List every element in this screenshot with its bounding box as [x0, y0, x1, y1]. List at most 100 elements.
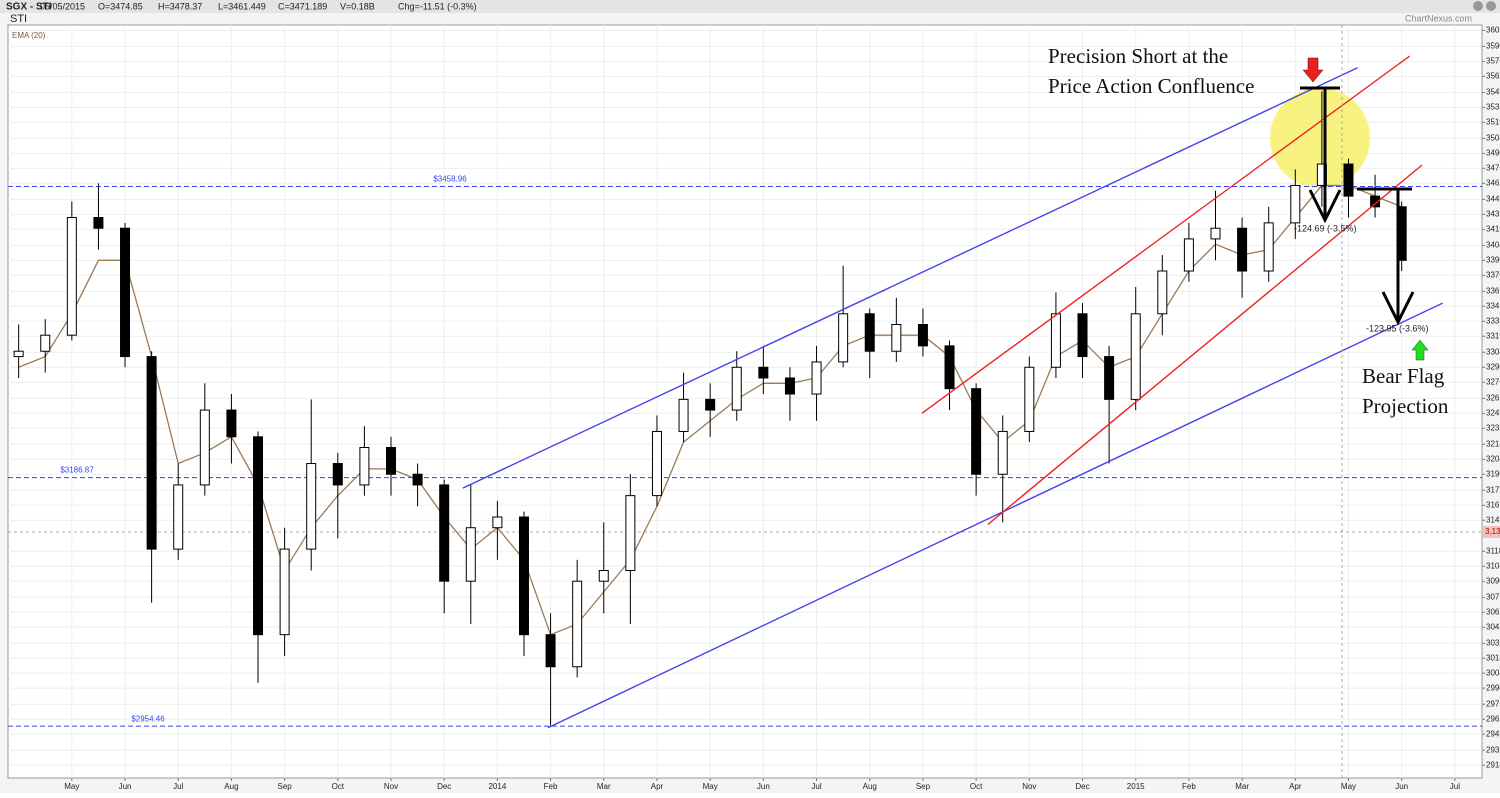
x-tick-label: May [703, 782, 718, 791]
y-tick-label: 2947 [1486, 729, 1500, 738]
y-tick-label: 3504 [1486, 133, 1500, 142]
candle-body [731, 366, 742, 411]
y-tick-label: 3276 [1486, 377, 1500, 386]
candle-body [838, 313, 849, 363]
candle-body [439, 484, 450, 582]
candle-body [518, 516, 529, 636]
header-volume: V=0.18B [340, 1, 375, 11]
arrow-head [1381, 291, 1415, 326]
grid [8, 25, 1482, 778]
x-tick-label: Nov [1022, 782, 1036, 791]
candle-body [971, 388, 982, 475]
arrow-head [1308, 189, 1342, 224]
y-tick-label: 3390 [1486, 255, 1500, 264]
highlight-circle [1270, 88, 1370, 188]
y-tick-label: 3547 [1486, 87, 1500, 96]
y-tick-label: 3118 [1486, 546, 1500, 555]
x-tick-label: Dec [1075, 782, 1089, 791]
header-close: C=3471.189 [278, 1, 327, 11]
y-tick-label: 2961 [1486, 714, 1500, 723]
y-tick-label: 3004 [1486, 668, 1500, 677]
y-tick-label: 3319 [1486, 331, 1500, 340]
y-tick-label: 3075 [1486, 592, 1500, 601]
candle-body [651, 430, 662, 497]
last-price-tag [1483, 525, 1500, 538]
candle-body [572, 580, 583, 668]
y-tick-label: 3018 [1486, 653, 1500, 662]
y-tick-label: 3047 [1486, 622, 1500, 631]
y-tick-label: 3175 [1486, 485, 1500, 494]
x-tick-label: Sep [277, 782, 292, 791]
level-label: $3186.87 [60, 466, 94, 475]
x-tick-label: Apr [651, 782, 664, 791]
candle-body [917, 323, 928, 347]
y-tick-label: 3290 [1486, 362, 1500, 371]
y-tick-label: 3490 [1486, 148, 1500, 157]
y-tick-label: 3361 [1486, 286, 1500, 295]
candle-body [199, 409, 210, 486]
x-tick-label: Apr [1289, 782, 1302, 791]
x-tick-label: 2015 [1127, 782, 1145, 791]
candle-body [120, 227, 131, 358]
header-low: L=3461.449 [218, 1, 266, 11]
candle-body [306, 463, 317, 550]
candle-body [359, 446, 370, 486]
measure-arrows [1300, 86, 1415, 326]
candle-body [598, 569, 609, 582]
x-tick-label: Jul [1450, 782, 1460, 791]
zoom-in[interactable] [1486, 1, 1496, 11]
y-tick-label: 3304 [1486, 347, 1500, 356]
zoom-out[interactable] [1473, 1, 1483, 11]
green-arrow [1411, 339, 1429, 361]
source: ChartNexus.com [1405, 13, 1472, 23]
candle-body [332, 463, 343, 486]
x-tick-label: Jun [119, 782, 132, 791]
candle-body [1290, 184, 1301, 224]
y-tick-label: 2975 [1486, 699, 1500, 708]
candle-body [705, 398, 716, 411]
candle-body [625, 495, 636, 571]
candle-body [1370, 195, 1381, 208]
y-tick-label: 3147 [1486, 515, 1500, 524]
chart-title: SGX - STI [6, 2, 52, 13]
level-label: $2954.46 [131, 714, 165, 723]
candle-body [93, 217, 104, 229]
candle-body [997, 430, 1008, 475]
x-tick-label: Dec [437, 782, 451, 791]
red-arrow [1302, 57, 1324, 83]
candle-body [1210, 227, 1221, 240]
candle-body [1237, 227, 1248, 272]
candle-body [40, 334, 51, 352]
candle-body [758, 366, 769, 379]
candle-body [173, 484, 184, 550]
trendline [547, 302, 1443, 729]
x-tick-label: Mar [597, 782, 611, 791]
header-open: O=3474.85 [98, 1, 143, 11]
candle-body [1263, 222, 1274, 272]
candle-body [1183, 238, 1194, 272]
y-tick-label: 3104 [1486, 561, 1500, 570]
y-tick-label: 3090 [1486, 576, 1500, 585]
x-tick-label: Jun [757, 782, 770, 791]
x-tick-label: Oct [332, 782, 345, 791]
candle-body [891, 323, 902, 352]
y-tick-label: 3347 [1486, 301, 1500, 310]
last-price-label: 3,136 [1485, 527, 1500, 536]
y-tick-label: 3519 [1486, 117, 1500, 126]
candle-body [1130, 313, 1141, 400]
annotation: -123.95 (-3.6%) [1366, 323, 1429, 333]
candle-body [1343, 163, 1354, 197]
candle-body [1050, 313, 1061, 368]
trendline [921, 55, 1411, 414]
x-tick-label: Aug [224, 782, 238, 791]
candle-body [13, 350, 24, 358]
candle-body [279, 548, 290, 636]
candle-body [1024, 366, 1035, 432]
annotation: Precision Short at the [1048, 44, 1228, 68]
candle-body [412, 473, 423, 486]
